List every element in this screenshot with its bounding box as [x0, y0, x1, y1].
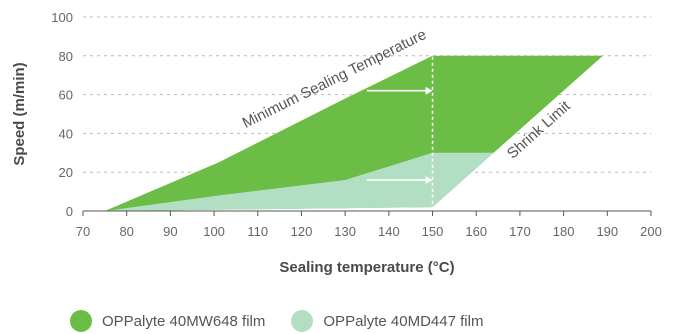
x-tick-label-80: 80: [119, 224, 133, 239]
legend-label-40mw648: OPPalyte 40MW648 film: [102, 312, 266, 330]
y-tick-label-40: 40: [59, 126, 73, 141]
x-tick-label-170: 170: [509, 224, 531, 239]
y-tick-label-80: 80: [59, 49, 73, 64]
y-tick-label-20: 20: [59, 165, 73, 180]
y-tick-label-60: 60: [59, 88, 73, 103]
chart-overlay: [367, 26, 434, 211]
x-tick-label-140: 140: [378, 224, 400, 239]
x-tick-label-130: 130: [334, 224, 356, 239]
legend-swatch-40md447: [291, 310, 314, 332]
arrow-head-1: [425, 175, 433, 184]
legend-swatch-40mw648: [70, 310, 92, 332]
x-axis-title: Sealing temperature (°C): [279, 259, 454, 276]
x-tick-label-200: 200: [640, 224, 662, 239]
area-series-0: [104, 55, 603, 211]
axes: 0 20 40 60 80 100 70 80 90 100 110 120 130 140 150 160 1…: [51, 10, 662, 239]
x-tick-label-190: 190: [596, 224, 618, 239]
area-series-1: [104, 152, 494, 211]
x-tick-label-110: 110: [247, 224, 268, 239]
chart-areas: [104, 55, 603, 211]
x-tick-label-100: 100: [203, 224, 225, 239]
chart: 0 20 40 60 80 100 70 80 90 100 110 120 130 140 150 160 1…: [11, 10, 662, 276]
x-tick-label-70: 70: [76, 224, 90, 239]
legend-item-40md447: OPPalyte 40MD447 film: [291, 310, 483, 332]
x-tick-label-120: 120: [291, 224, 313, 239]
y-axis-title: Speed (m/min): [11, 62, 28, 165]
y-tick-label-0: 0: [66, 204, 73, 219]
arrow-head-0: [425, 86, 433, 95]
y-tick-label-100: 100: [51, 10, 73, 25]
x-tick-label-180: 180: [553, 224, 575, 239]
x-tick-label-90: 90: [163, 224, 177, 239]
legend: OPPalyte 40MW648 film OPPalyte 40MD447 f…: [70, 308, 509, 334]
x-tick-label-160: 160: [465, 224, 487, 239]
legend-item-40mw648: OPPalyte 40MW648 film: [70, 310, 265, 332]
x-tick-label-150: 150: [422, 224, 444, 239]
legend-label-40md447: OPPalyte 40MD447 film: [323, 312, 484, 330]
